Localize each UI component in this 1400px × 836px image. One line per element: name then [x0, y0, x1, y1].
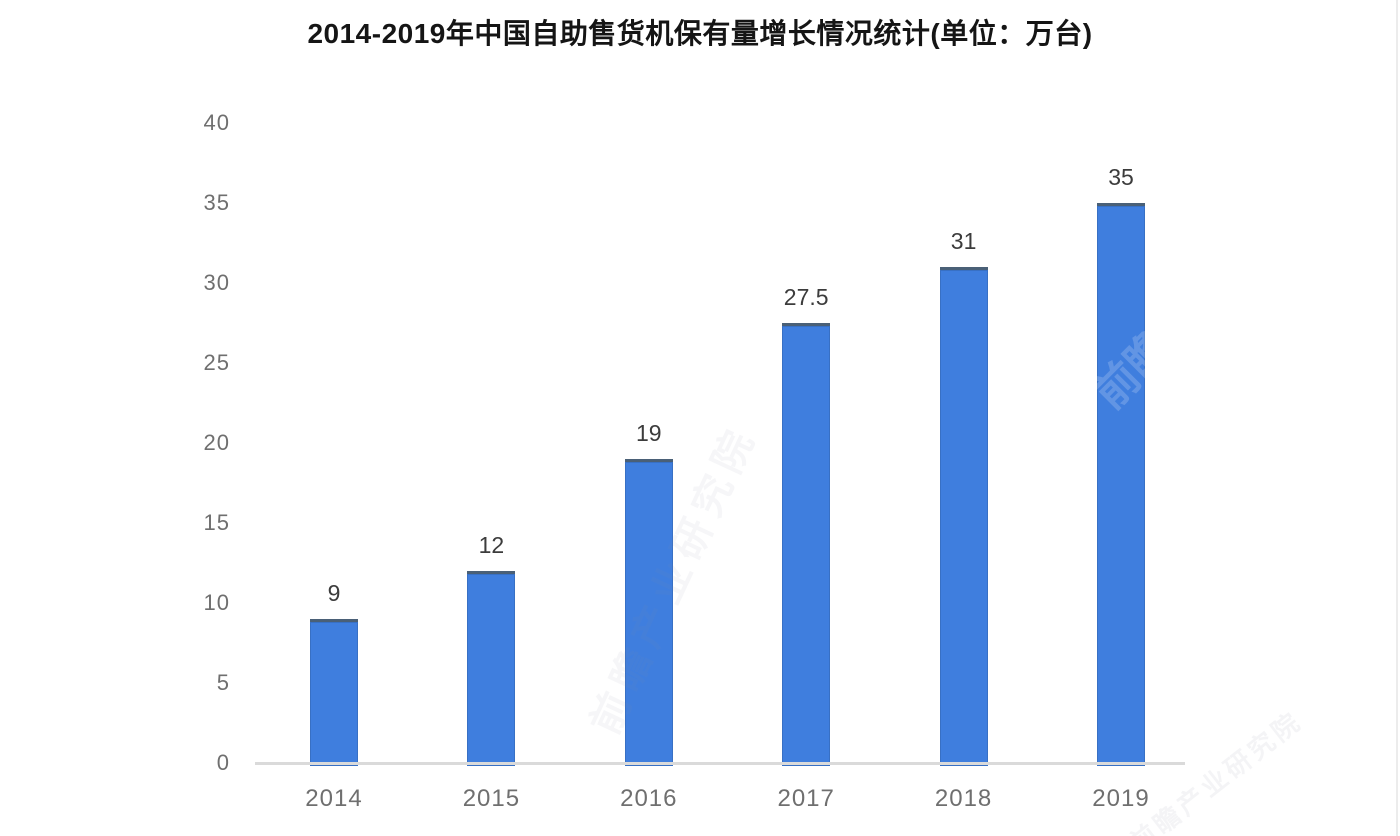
x-axis-category-label: 2014 — [305, 785, 363, 812]
bar-value-label: 31 — [950, 228, 977, 254]
bar-2018 — [939, 267, 988, 766]
x-axis-category-label: 2016 — [620, 785, 678, 812]
right-edge-line — [1396, 0, 1398, 836]
bar-value-label: 35 — [1108, 164, 1134, 190]
bar-2014 — [310, 619, 358, 766]
x-axis-category-label: 2017 — [777, 785, 835, 812]
bar-value-label: 19 — [636, 420, 662, 446]
bar-2016 — [624, 459, 673, 766]
bar-2019 — [1097, 203, 1145, 766]
y-axis-tick-label: 30 — [203, 270, 230, 295]
y-axis-tick-label: 15 — [203, 510, 230, 535]
bar-value-label: 9 — [327, 580, 341, 606]
y-axis-tick-label: 10 — [203, 590, 230, 615]
y-axis-tick-label: 40 — [203, 110, 230, 135]
bar-2017 — [782, 323, 831, 766]
y-axis-tick-label: 35 — [203, 190, 230, 215]
bar-value-label: 27.5 — [783, 284, 829, 310]
chart-title: 2014-2019年中国自助售货机保有量增长情况统计(单位：万台) — [307, 18, 1093, 49]
x-axis-category-label: 2018 — [934, 785, 993, 812]
x-axis-category-label: 2019 — [1092, 785, 1150, 812]
x-axis-category-label: 2015 — [462, 785, 521, 812]
y-axis-tick-label: 0 — [216, 750, 230, 775]
bar-2015 — [467, 571, 516, 766]
y-axis-tick-label: 25 — [203, 350, 230, 375]
bar-value-label: 12 — [478, 532, 505, 558]
y-axis-tick-label: 5 — [216, 670, 230, 695]
x-axis-line — [255, 762, 1185, 765]
y-axis-tick-label: 20 — [203, 430, 230, 455]
